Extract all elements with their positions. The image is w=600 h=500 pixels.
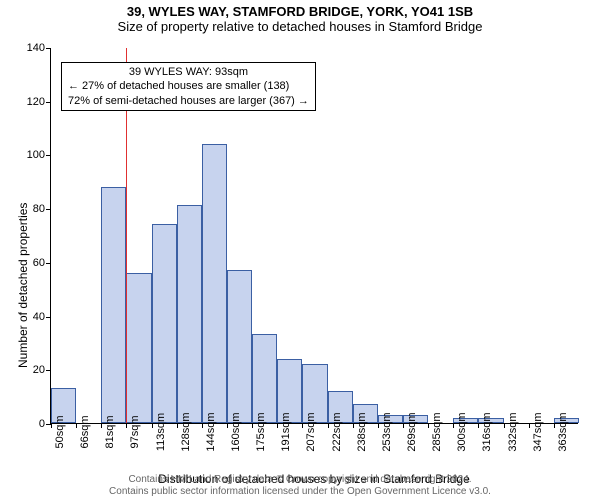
info-box-line1: 39 WYLES WAY: 93sqm bbox=[68, 65, 309, 79]
y-tick-label: 140 bbox=[27, 42, 51, 54]
info-box-line3: 72% of semi-detached houses are larger (… bbox=[68, 94, 309, 108]
x-tick-label: 285sqm bbox=[431, 412, 443, 451]
x-tick bbox=[177, 423, 178, 428]
y-tick-label: 0 bbox=[39, 418, 51, 430]
x-tick bbox=[76, 423, 77, 428]
histogram-bar bbox=[177, 205, 202, 423]
x-tick-label: 253sqm bbox=[381, 412, 393, 451]
y-tick-label: 120 bbox=[27, 96, 51, 108]
chart-area: 02040608010012014050sqm66sqm81sqm97sqm11… bbox=[50, 48, 578, 424]
x-tick bbox=[51, 423, 52, 428]
x-tick bbox=[101, 423, 102, 428]
x-tick-label: 332sqm bbox=[507, 412, 519, 451]
x-tick-label: 175sqm bbox=[255, 412, 267, 451]
histogram-bar bbox=[152, 224, 177, 423]
x-tick bbox=[554, 423, 555, 428]
info-box-line2: ← 27% of detached houses are smaller (13… bbox=[68, 79, 309, 93]
x-tick bbox=[277, 423, 278, 428]
x-tick bbox=[529, 423, 530, 428]
y-tick-label: 80 bbox=[33, 203, 51, 215]
main-title: 39, WYLES WAY, STAMFORD BRIDGE, YORK, YO… bbox=[0, 4, 600, 19]
x-tick bbox=[453, 423, 454, 428]
x-tick bbox=[227, 423, 228, 428]
x-tick bbox=[252, 423, 253, 428]
footer-line2: Contains public sector information licen… bbox=[0, 486, 600, 498]
x-tick-label: 160sqm bbox=[230, 412, 242, 451]
x-tick bbox=[428, 423, 429, 428]
footer-line1: Contains HM Land Registry data © Crown c… bbox=[0, 474, 600, 486]
x-tick bbox=[478, 423, 479, 428]
x-tick bbox=[328, 423, 329, 428]
x-tick-label: 50sqm bbox=[54, 415, 66, 448]
y-tick-label: 100 bbox=[27, 149, 51, 161]
y-tick-label: 20 bbox=[33, 364, 51, 376]
y-tick-label: 40 bbox=[33, 311, 51, 323]
x-tick bbox=[202, 423, 203, 428]
y-axis-label: Number of detached properties bbox=[16, 203, 30, 368]
x-tick-label: 81sqm bbox=[104, 415, 116, 448]
x-tick-label: 222sqm bbox=[331, 412, 343, 451]
x-tick-label: 300sqm bbox=[456, 412, 468, 451]
x-tick-label: 66sqm bbox=[79, 415, 91, 448]
histogram-bar bbox=[202, 144, 227, 423]
x-tick-label: 316sqm bbox=[481, 412, 493, 451]
x-tick-label: 269sqm bbox=[406, 412, 418, 451]
histogram-bar bbox=[252, 334, 277, 423]
x-tick-label: 347sqm bbox=[532, 412, 544, 451]
x-tick bbox=[353, 423, 354, 428]
x-tick-label: 207sqm bbox=[305, 412, 317, 451]
x-tick-label: 97sqm bbox=[129, 415, 141, 448]
plot: 02040608010012014050sqm66sqm81sqm97sqm11… bbox=[50, 48, 578, 424]
x-tick bbox=[152, 423, 153, 428]
x-tick bbox=[126, 423, 127, 428]
x-tick-label: 191sqm bbox=[280, 412, 292, 451]
x-tick bbox=[504, 423, 505, 428]
histogram-bar bbox=[126, 273, 151, 423]
x-tick bbox=[302, 423, 303, 428]
x-tick-label: 363sqm bbox=[557, 412, 569, 451]
histogram-bar bbox=[101, 187, 126, 423]
histogram-bar bbox=[227, 270, 252, 423]
x-tick-label: 113sqm bbox=[155, 413, 167, 451]
footer: Contains HM Land Registry data © Crown c… bbox=[0, 474, 600, 498]
y-tick-label: 60 bbox=[33, 257, 51, 269]
x-tick-label: 238sqm bbox=[356, 412, 368, 451]
info-box: 39 WYLES WAY: 93sqm← 27% of detached hou… bbox=[61, 62, 316, 111]
sub-title: Size of property relative to detached ho… bbox=[0, 19, 600, 34]
x-tick-label: 144sqm bbox=[205, 412, 217, 451]
x-tick bbox=[403, 423, 404, 428]
x-tick bbox=[378, 423, 379, 428]
x-tick-label: 128sqm bbox=[180, 412, 192, 451]
